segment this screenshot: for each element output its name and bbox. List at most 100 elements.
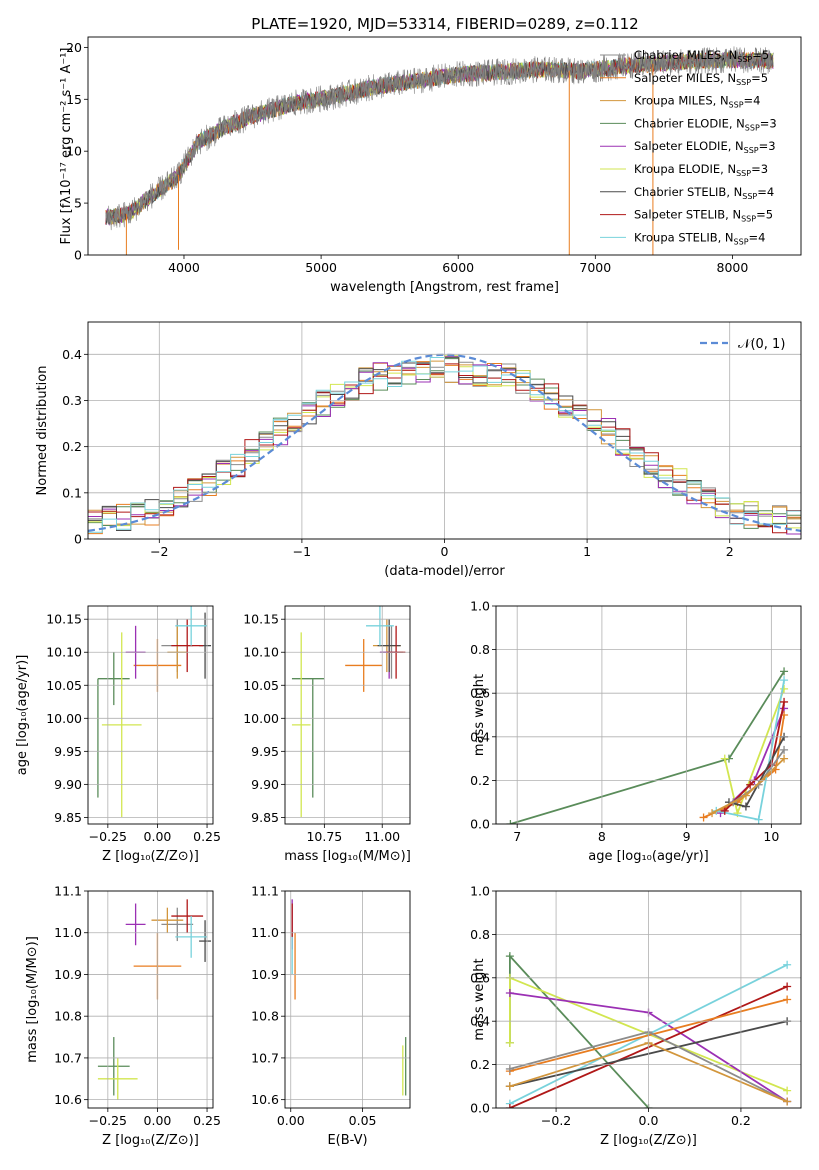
weight-vs-age-xtick-label: 9 (683, 829, 691, 844)
figure-title: PLATE=1920, MJD=53314, FIBERID=0289, z=0… (251, 15, 638, 33)
weight-vs-age-xlabel: age [log₁₀(age/yr)] (588, 849, 709, 864)
mass-vs-ebv-ytick-label: 10.7 (251, 1050, 279, 1065)
age-vs-Z-ytick-label: 10.05 (46, 678, 82, 693)
residuals-xtick-label: −2 (150, 544, 168, 559)
weight-vs-Z-ytick-label: 0.4 (470, 1014, 490, 1029)
age-vs-Z-ytick-label: 10.15 (46, 612, 82, 627)
mass-vs-Z-xtick-label: 0.00 (144, 1113, 172, 1128)
age-vs-mass-xtick-label: 11.00 (364, 829, 400, 844)
legend-label: Salpeter ELODIE, NSSP=3 (634, 139, 776, 155)
mass-vs-ebv-ytick-label: 10.9 (251, 967, 279, 982)
weight-vs-Z-ytick-label: 0.2 (470, 1057, 490, 1072)
weight-line (510, 670, 785, 824)
weight-vs-Z-ytick-label: 0.0 (470, 1101, 490, 1116)
legend-label: Kroupa STELIB, NSSP=4 (634, 230, 765, 246)
weight-marker (780, 697, 789, 706)
age-vs-Z-ytick-label: 10.00 (46, 711, 82, 726)
weight-vs-age-ytick-label: 1.0 (470, 599, 490, 614)
weight-marker (699, 813, 708, 822)
mass-vs-ebv-ytick-label: 10.6 (251, 1092, 279, 1107)
spectrum-ytick-label: 20 (66, 40, 82, 55)
weight-vs-Z-ytick-label: 0.8 (470, 927, 490, 942)
residuals-frame (87, 321, 802, 540)
mass-vs-Z-ytick-label: 10.7 (54, 1050, 82, 1065)
age-vs-Z-panel (97, 606, 212, 818)
weight-vs-age-ytick-label: 0.8 (470, 642, 490, 657)
residuals-ylabel: Normed distribution (35, 366, 50, 496)
mass-vs-Z-ytick-label: 10.8 (54, 1009, 82, 1024)
weight-line (724, 701, 785, 812)
weight-marker (780, 684, 789, 693)
weight-vs-Z-xtick-label: −0.2 (541, 1113, 571, 1128)
mass-vs-Z-plot (97, 899, 212, 1100)
weight-vs-age-ytick-label: 0.2 (470, 773, 490, 788)
residuals-xtick-label: 0 (441, 544, 449, 559)
weight-marker (720, 806, 729, 815)
mass-vs-Z-xlabel: Z [log₁₀(Z/Z⊙)] (102, 1133, 199, 1148)
weight-marker (780, 676, 789, 685)
mass-vs-ebv-xtick-label: 0.00 (277, 1113, 305, 1128)
weight-marker (783, 982, 792, 991)
age-vs-Z-frame (87, 605, 214, 825)
weight-vs-Z-axes: −0.2 0.0 0.2 0.0 0.2 0.4 0.6 0.8 1.0 Z [log₁₀(Z/Z… (470, 884, 801, 1148)
spectrum-xtick-label: 6000 (442, 260, 474, 275)
spectrum-axes: 4000 5000 6000 7000 8000 0 5 10 15 20 wavelength [… (59, 40, 748, 295)
spectrum-ytick-label: 5 (74, 196, 82, 211)
weight-marker (741, 791, 750, 800)
weight-line (719, 708, 785, 814)
age-vs-mass-ytick-label: 10.05 (243, 678, 279, 693)
legend-label: Chabrier ELODIE, NSSP=3 (634, 116, 777, 132)
weight-marker (783, 1086, 792, 1095)
spectrum-ytick-label: 10 (66, 144, 82, 159)
weight-line (509, 953, 650, 1108)
residuals-ytick-label: 0.3 (62, 393, 82, 408)
age-vs-mass-axes: 10.75 11.00 9.85 9.90 9.95 10.00 10.05 10.10 10.… (243, 606, 411, 864)
weight-vs-Z-ytick-label: 1.0 (470, 884, 490, 899)
legend-label: Chabrier MILES, NSSP=5 (634, 48, 769, 64)
weight-marker (783, 1097, 792, 1106)
age-vs-mass-frame (284, 605, 411, 825)
mass-vs-ebv-xlabel: E(B-V) (327, 1133, 367, 1148)
mass-vs-ebv-xtick-label: 0.05 (349, 1113, 377, 1128)
mass-vs-Z-xtick-label: 0.25 (193, 1113, 221, 1128)
legend-label: Salpeter STELIB, NSSP=5 (634, 208, 773, 224)
weight-marker (505, 1064, 514, 1073)
spectrum-ylabel: Flux [fλ10⁻¹⁷ erg cm⁻² s⁻¹ A⁻¹] (59, 48, 74, 245)
residuals-xtick-label: 1 (583, 544, 591, 559)
data-spectrum-line (105, 46, 774, 231)
mass-vs-Z-xtick-label: −0.25 (89, 1113, 127, 1128)
weight-vs-age-xtick-label: 10 (763, 829, 779, 844)
weight-marker (780, 754, 789, 763)
weight-vs-age-panel (506, 667, 789, 824)
spectrum-legend: Chabrier MILES, NSSP=5 Salpeter MILES, NS… (600, 48, 777, 246)
weight-vs-Z-xtick-label: 0.2 (731, 1113, 751, 1128)
mass-vs-Z-frame (87, 890, 214, 1109)
weight-marker (783, 995, 792, 1004)
residuals-ytick-label: 0.2 (62, 439, 82, 454)
spectrum-ytick-label: 15 (66, 92, 82, 107)
mass-vs-ebv-ytick-label: 11.1 (251, 884, 279, 899)
spectrum-xtick-label: 4000 (168, 260, 200, 275)
mass-vs-Z-ytick-label: 10.6 (54, 1092, 82, 1107)
age-vs-Z-ytick-label: 9.95 (54, 744, 82, 759)
residuals-xtick-label: −1 (293, 544, 311, 559)
legend-label: 𝒩(0, 1) (738, 337, 785, 352)
age-vs-Z-xtick-label: −0.25 (89, 829, 127, 844)
weight-marker (780, 667, 789, 676)
weight-marker (505, 1038, 514, 1047)
weight-vs-age-ytick-label: 0.4 (470, 729, 490, 744)
age-vs-mass-ytick-label: 10.15 (243, 612, 279, 627)
spectrum-xtick-label: 5000 (305, 260, 337, 275)
mass-vs-ebv-panel (291, 899, 407, 1096)
weight-marker (505, 988, 514, 997)
spectrum-xtick-label: 7000 (579, 260, 611, 275)
age-vs-Z-ylabel: age [log₁₀(age/yr)] (15, 655, 30, 776)
residuals-xtick-label: 2 (726, 544, 734, 559)
spectrum-xlabel: wavelength [Angstrom, rest frame] (330, 280, 559, 295)
age-vs-Z-ytick-label: 10.10 (46, 645, 82, 660)
weight-vs-age-ytick-label: 0.0 (470, 817, 490, 832)
residuals-xlabel: (data-model)/error (384, 564, 505, 579)
age-vs-mass-ytick-label: 10.00 (243, 711, 279, 726)
age-vs-mass-ytick-label: 10.10 (243, 645, 279, 660)
legend-label: Kroupa ELODIE, NSSP=3 (634, 162, 768, 178)
